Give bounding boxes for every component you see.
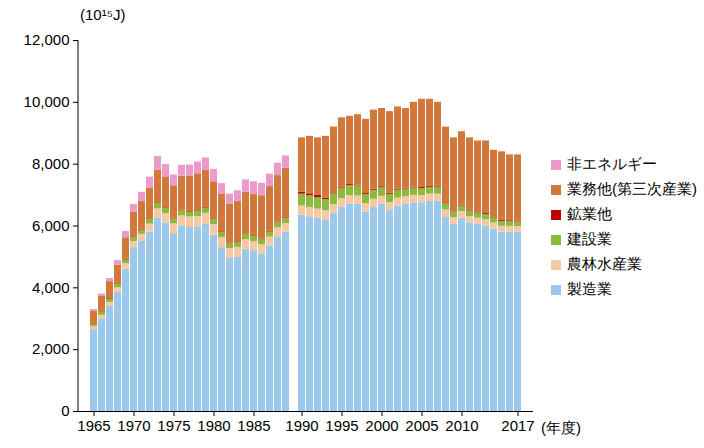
html-text:鉱業他: 鉱業他 [567,205,612,222]
svg-text:1965: 1965 [77,417,110,434]
svg-text:2005: 2005 [405,417,438,434]
svg-text:2000: 2000 [365,417,398,434]
svg-text:2017: 2017 [501,417,534,434]
html-text:(10¹⁵J): (10¹⁵J) [80,6,126,23]
html-text:製造業: 製造業 [567,280,612,297]
svg-text:1970: 1970 [117,417,150,434]
svg-text:12,000: 12,000 [24,31,70,48]
svg-text:4,000: 4,000 [32,279,70,296]
svg-text:1980: 1980 [197,417,230,434]
html-text:業務他(第三次産業): 業務他(第三次産業) [567,180,697,197]
svg-text:10,000: 10,000 [24,93,70,110]
svg-text:1990: 1990 [285,417,318,434]
svg-text:1995: 1995 [325,417,358,434]
html-text:非エネルギー: 非エネルギー [567,155,657,172]
svg-text:1985: 1985 [237,417,270,434]
svg-text:8,000: 8,000 [32,155,70,172]
html-text:(年度): (年度) [541,419,581,436]
svg-text:2010: 2010 [445,417,478,434]
svg-text:6,000: 6,000 [32,217,70,234]
html-text:建設業: 建設業 [567,230,612,247]
svg-text:0: 0 [61,402,69,419]
svg-text:2,000: 2,000 [32,340,70,357]
html-text:農林水産業: 農林水産業 [567,255,642,272]
svg-text:1975: 1975 [157,417,190,434]
